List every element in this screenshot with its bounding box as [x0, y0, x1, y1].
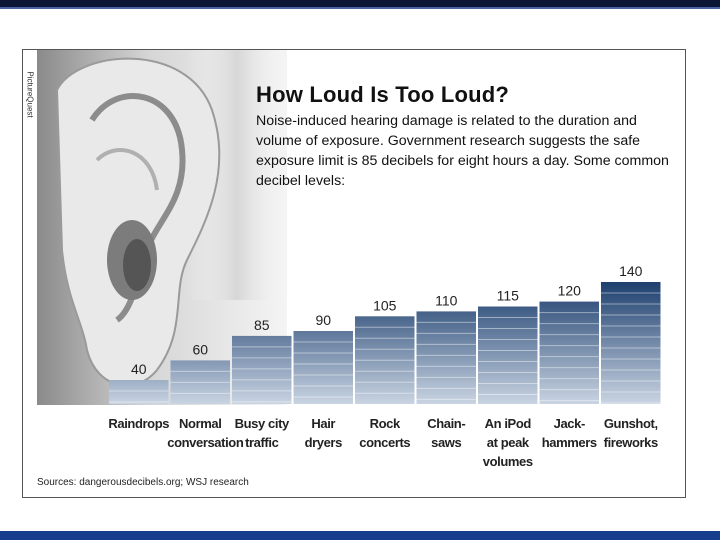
infographic-panel: PictureQuest How Loud Is Too Loud? Noise…	[22, 49, 686, 498]
chart-subtitle: Noise-induced hearing damage is related …	[256, 113, 669, 189]
category-label-line: volumes	[482, 454, 533, 469]
category-label-line: Gunshot,	[603, 416, 658, 431]
bar-1	[170, 360, 230, 404]
category-label-line: Busy city	[234, 416, 290, 431]
data-label-4: 105	[373, 297, 397, 313]
category-label-5: Chain-saws	[413, 414, 479, 452]
category-label-4: Rock concerts	[352, 414, 418, 452]
bar-5	[416, 311, 476, 404]
category-label-line: Hair	[311, 416, 336, 431]
category-label-6: An iPod at peak volumes	[475, 414, 541, 471]
bar-4	[355, 316, 415, 404]
category-label-2: Busy city traffic	[229, 414, 295, 452]
bar-6	[478, 306, 538, 404]
data-label-2: 85	[254, 317, 270, 333]
category-label-line: fireworks	[603, 435, 659, 450]
data-label-3: 90	[315, 312, 331, 328]
category-label-line: saws	[431, 435, 462, 450]
data-label-6: 115	[497, 288, 520, 304]
category-label-3: Hair dryers	[290, 414, 356, 452]
category-label-line: Normal	[179, 416, 222, 431]
top-band	[0, 0, 720, 7]
category-label-1: Normal conversation	[167, 414, 244, 452]
ear-image	[37, 50, 287, 405]
data-label-7: 120	[558, 283, 582, 299]
data-label-0: 40	[131, 361, 147, 377]
source-note: Sources: dangerousdecibels.org; WSJ rese…	[37, 477, 249, 488]
top-accent-line	[0, 7, 720, 9]
category-label-line: traffic	[245, 435, 279, 450]
bar-8	[601, 282, 661, 404]
bar-3	[293, 331, 353, 404]
category-label-line: conversation	[167, 435, 244, 450]
bar-2	[232, 335, 292, 404]
bottom-band	[0, 531, 720, 540]
bar-0	[109, 380, 169, 404]
category-label-7: Jack-hammers	[536, 414, 602, 452]
category-label-line: Rock	[369, 416, 401, 431]
category-label-line: Raindrops	[108, 416, 170, 431]
data-label-1: 60	[192, 341, 208, 357]
data-label-5: 110	[435, 292, 458, 308]
category-label-0: Raindrops	[106, 414, 172, 433]
bar-7	[539, 301, 599, 404]
category-label-line: An iPod	[484, 416, 532, 431]
data-label-8: 140	[619, 263, 643, 279]
category-label-line: Chain-	[427, 416, 466, 431]
chart-title: How Loud Is Too Loud?	[256, 82, 510, 107]
category-label-line: concerts	[359, 435, 411, 450]
category-label-8: Gunshot, fireworks	[598, 414, 664, 452]
bar-chart: 40 60 85 90 105 110 115 120 140	[109, 263, 661, 404]
category-label-line: hammers	[541, 435, 597, 450]
category-label-line: at peak	[486, 435, 529, 450]
category-label-line: Jack-	[553, 416, 586, 431]
category-label-line: dryers	[304, 435, 343, 450]
